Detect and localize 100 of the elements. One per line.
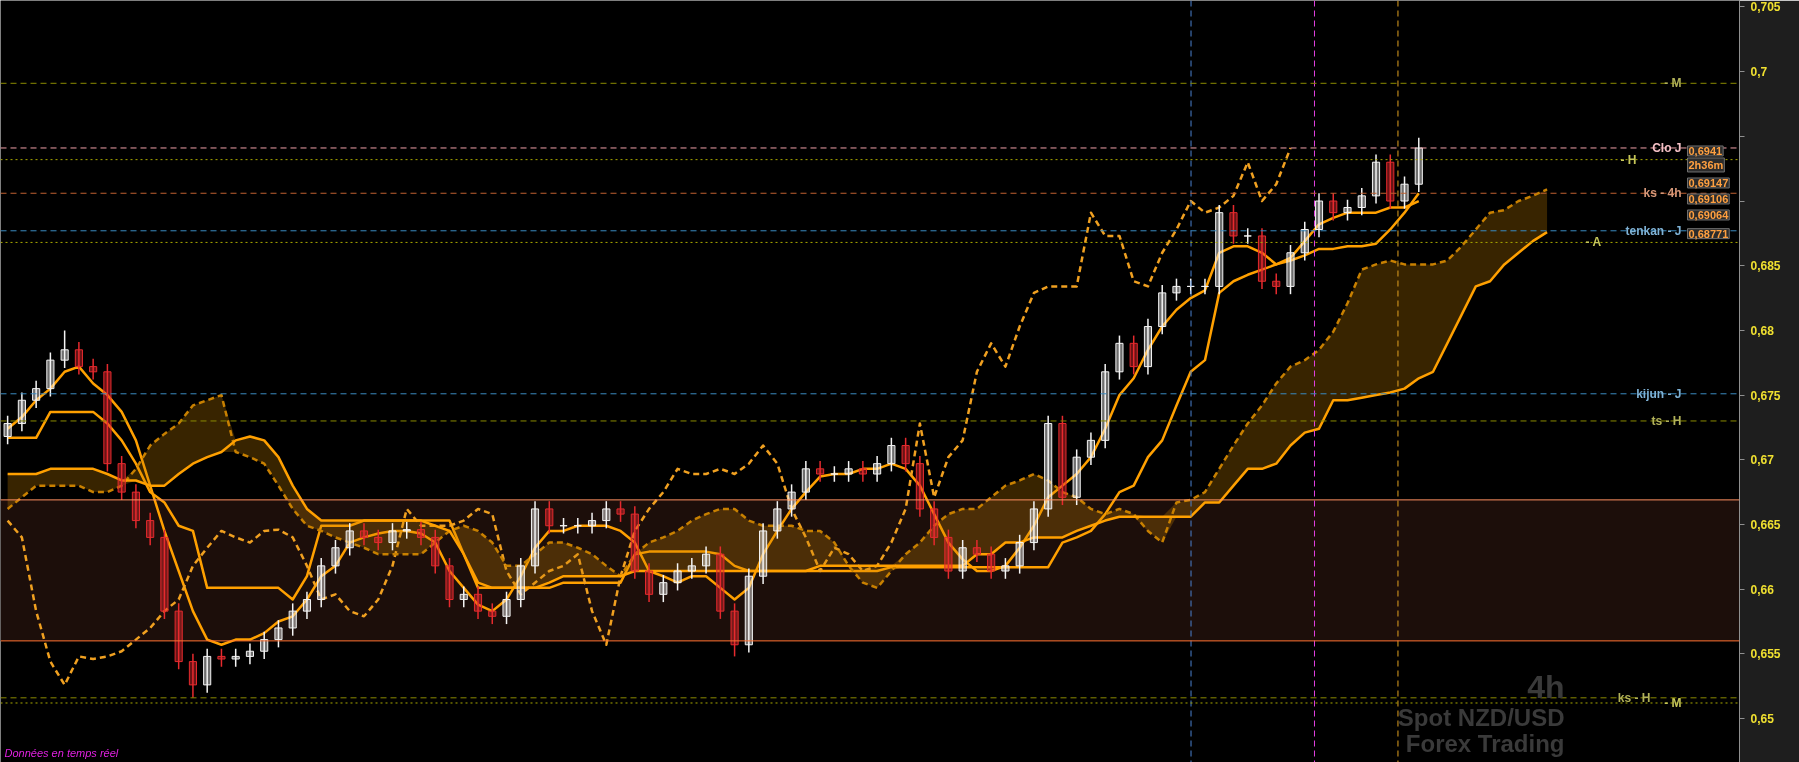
candlestick <box>687 557 696 580</box>
ref-line-label: Clo J <box>1652 140 1682 155</box>
candlestick <box>317 557 326 608</box>
candlestick <box>987 545 996 580</box>
candlestick <box>32 380 41 409</box>
candlestick <box>1400 175 1409 210</box>
y-tick-label: 0,665 <box>1750 517 1781 532</box>
candlestick <box>645 562 654 603</box>
ref-line-label: kijun - J <box>1636 386 1682 401</box>
y-tick-label: 0,65 <box>1750 712 1775 727</box>
candlestick <box>1086 431 1095 466</box>
candlestick <box>217 647 226 668</box>
ref-line-label: - H <box>1620 152 1637 167</box>
candlestick <box>288 602 297 637</box>
candlestick <box>488 602 497 625</box>
candlestick <box>844 460 853 483</box>
candlestick <box>3 415 12 445</box>
candlestick <box>245 642 255 665</box>
candlestick <box>602 500 611 530</box>
annotation: 4h <box>1527 668 1565 705</box>
candlestick <box>972 539 981 563</box>
ref-line-label: - A <box>1585 235 1602 250</box>
candlestick <box>1300 220 1309 262</box>
y-tick-label: 0,67 <box>1750 453 1775 468</box>
candlestick <box>331 539 340 575</box>
candlestick <box>445 557 454 608</box>
candlestick <box>901 437 910 473</box>
candlestick <box>473 585 483 620</box>
y-tick-label: 0,655 <box>1750 647 1781 662</box>
candlestick <box>702 545 711 575</box>
candlestick <box>274 619 283 649</box>
candlestick <box>1044 415 1053 518</box>
candlestick <box>1072 448 1081 506</box>
candlestick <box>1371 153 1381 205</box>
candlestick <box>1314 192 1324 238</box>
candlestick <box>359 522 369 546</box>
candlestick <box>345 522 354 557</box>
candlestick <box>131 483 140 530</box>
candlestick <box>502 590 511 625</box>
candlestick <box>716 545 725 620</box>
candlestick <box>46 351 55 398</box>
ref-line-label: tenkan - J <box>1625 223 1682 238</box>
annotation: 0,69147 <box>1688 176 1729 189</box>
candlestick <box>1229 204 1238 245</box>
candlestick <box>1386 153 1395 210</box>
candlestick <box>160 528 169 620</box>
candlestick <box>60 329 69 369</box>
candlestick <box>630 505 639 580</box>
candlestick <box>1215 204 1224 295</box>
candlestick <box>1158 284 1167 336</box>
candlestick <box>231 647 240 668</box>
candlestick <box>1172 277 1181 302</box>
annotation: 0,6941 <box>1688 144 1723 157</box>
candlestick <box>1329 192 1338 222</box>
candlestick <box>759 522 768 585</box>
candlestick <box>659 574 668 603</box>
candlestick <box>587 512 597 535</box>
candlestick <box>858 460 867 483</box>
y-tick-label: 0,66 <box>1750 582 1775 597</box>
candlestick <box>1015 534 1024 575</box>
ref-line-label: - M <box>1664 695 1682 710</box>
candlestick <box>944 528 953 580</box>
candlestick <box>431 528 440 575</box>
candlestick <box>117 455 126 501</box>
candlestick <box>1029 500 1038 552</box>
y-tick-label: 0,68 <box>1750 323 1775 338</box>
candlestick <box>930 500 939 546</box>
candlestick <box>1001 557 1010 580</box>
annotation: 2h36m <box>1688 158 1724 171</box>
candlestick <box>1257 227 1267 290</box>
y-tick-label: 0,705 <box>1750 0 1781 15</box>
candlestick <box>1343 198 1352 222</box>
annotation: Données en temps réel <box>4 746 119 759</box>
candlestick <box>302 590 312 620</box>
ref-line-label: ks - 4h <box>1643 186 1682 201</box>
candlestick <box>1414 136 1423 193</box>
y-tick-label: 0,7 <box>1750 65 1768 80</box>
candlestick <box>801 460 810 501</box>
candlestick <box>773 500 782 540</box>
annotation: 0,69064 <box>1688 208 1730 221</box>
candlestick <box>416 521 426 546</box>
y-tick-label: 0,685 <box>1750 259 1781 274</box>
annotation: 0,69106 <box>1688 192 1729 205</box>
candlestick <box>74 341 83 376</box>
candlestick <box>89 358 98 381</box>
candlestick <box>516 557 525 608</box>
candlestick <box>887 437 896 473</box>
candlestick <box>730 602 739 658</box>
candlestick <box>816 460 825 483</box>
candlestick <box>459 585 468 608</box>
candlestick <box>1357 187 1366 217</box>
candlestick <box>958 539 967 580</box>
annotation: 0,68771 <box>1688 227 1729 240</box>
candlestick <box>17 391 26 433</box>
candlestick <box>1115 334 1124 381</box>
candlestick <box>203 647 212 694</box>
ref-line-label: - M <box>1664 76 1682 91</box>
candlestick <box>174 602 183 671</box>
line-series <box>6 146 1292 687</box>
candlestick <box>1129 334 1138 376</box>
